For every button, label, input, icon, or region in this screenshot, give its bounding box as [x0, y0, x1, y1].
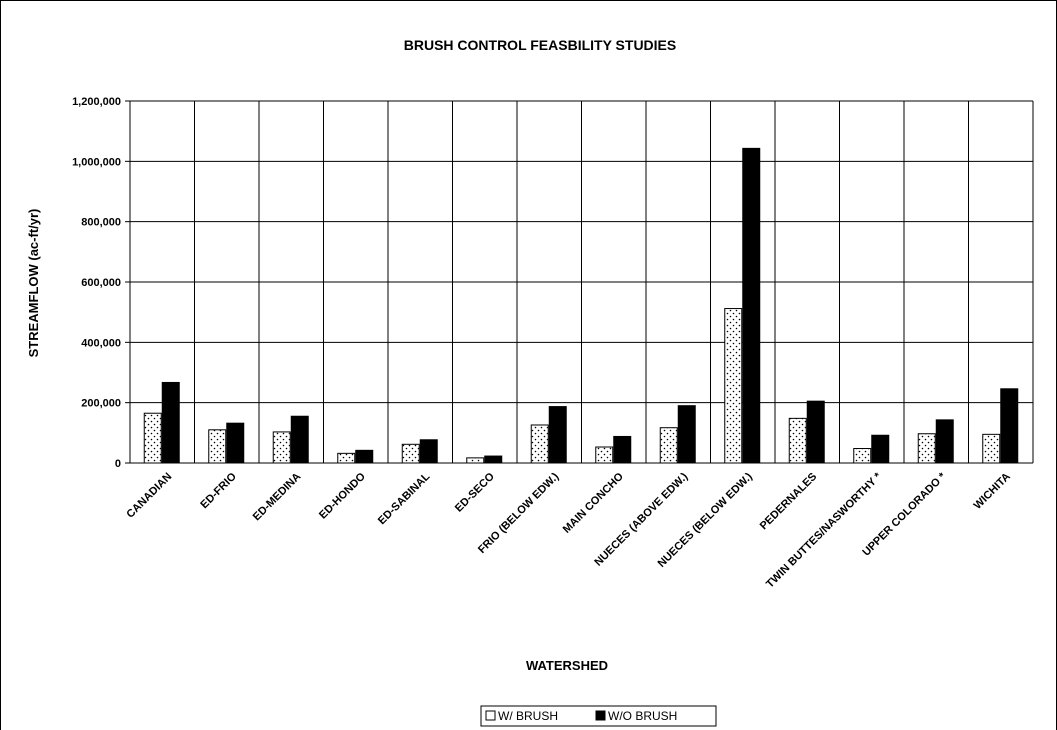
bar-w-brush [208, 429, 227, 464]
bar-w-brush [143, 412, 162, 464]
legend-label-w-brush: W/ BRUSH [498, 709, 558, 723]
y-tick-label: 1,000,000 [72, 156, 121, 168]
legend-swatch-wo-brush [595, 710, 606, 721]
bar-w-brush [659, 427, 678, 464]
bar-wo-brush [806, 400, 825, 464]
bar-w-brush [272, 431, 291, 464]
bar-wo-brush [613, 435, 632, 464]
chart-title: BRUSH CONTROL FEASBILITY STUDIES [404, 37, 677, 53]
legend-swatch-w-brush [485, 710, 496, 721]
x-tick-label: ED-FRIO [198, 470, 239, 511]
legend-label-wo-brush: W/O BRUSH [608, 709, 677, 723]
bar-w-brush [853, 448, 872, 464]
y-tick-label: 0 [115, 458, 121, 470]
bar-wo-brush [935, 419, 954, 464]
bar-wo-brush [1000, 388, 1019, 464]
bar-w-brush [982, 433, 1001, 464]
y-tick-label: 600,000 [81, 277, 121, 289]
bar-wo-brush [226, 422, 245, 464]
x-tick-label: CANADIAN [124, 471, 174, 521]
bar-w-brush [466, 457, 485, 464]
bar-wo-brush [290, 415, 309, 464]
x-tick-label: ED-HONDO [317, 470, 368, 521]
y-tick-label: 200,000 [81, 398, 121, 410]
x-tick-label: PEDERNALES [758, 471, 820, 533]
bar-w-brush [530, 424, 549, 464]
bar-wo-brush [548, 406, 567, 464]
x-tick-label: ED-SABINAL [376, 470, 433, 527]
bar-w-brush [788, 417, 807, 464]
y-axis-title: STREAMFLOW (ac-ft/yr) [26, 209, 41, 358]
x-tick-label: ED-MEDINA [251, 471, 304, 524]
y-tick-label: 800,000 [81, 217, 121, 229]
x-tick-label: TWIN BUTTES/NASWORTHY * [764, 470, 884, 590]
bar-wo-brush [161, 381, 180, 464]
gridlines [129, 100, 1034, 464]
legend: W/ BRUSH W/O BRUSH [480, 705, 717, 727]
x-axis-title: WATERSHED [526, 658, 608, 673]
bar-w-brush [595, 446, 614, 464]
x-tick-label: ED-SECO [453, 470, 497, 514]
x-axis-ticks: CANADIAN ED-FRIO ED-MEDINA ED-HONDO ED-SABIN… [124, 470, 1013, 590]
y-axis-ticks: 0 200,000 400,000 600,000 800,000 1,000,000 1,… [72, 96, 130, 470]
bar-w-brush [337, 452, 356, 464]
x-tick-label: WICHITA [972, 471, 1013, 512]
bars [143, 147, 1019, 464]
bar-w-brush [724, 308, 743, 464]
bar-wo-brush [871, 434, 890, 464]
bar-w-brush [917, 433, 936, 464]
y-tick-label: 400,000 [81, 337, 121, 349]
bar-wo-brush [742, 147, 761, 464]
bar-wo-brush [484, 455, 503, 464]
x-tick-label: MAIN CONCHO [561, 470, 626, 535]
bar-wo-brush [355, 449, 374, 464]
bar-wo-brush [419, 439, 438, 464]
bar-w-brush [401, 443, 420, 464]
y-tick-label: 1,200,000 [72, 96, 121, 108]
bar-wo-brush [677, 405, 696, 464]
